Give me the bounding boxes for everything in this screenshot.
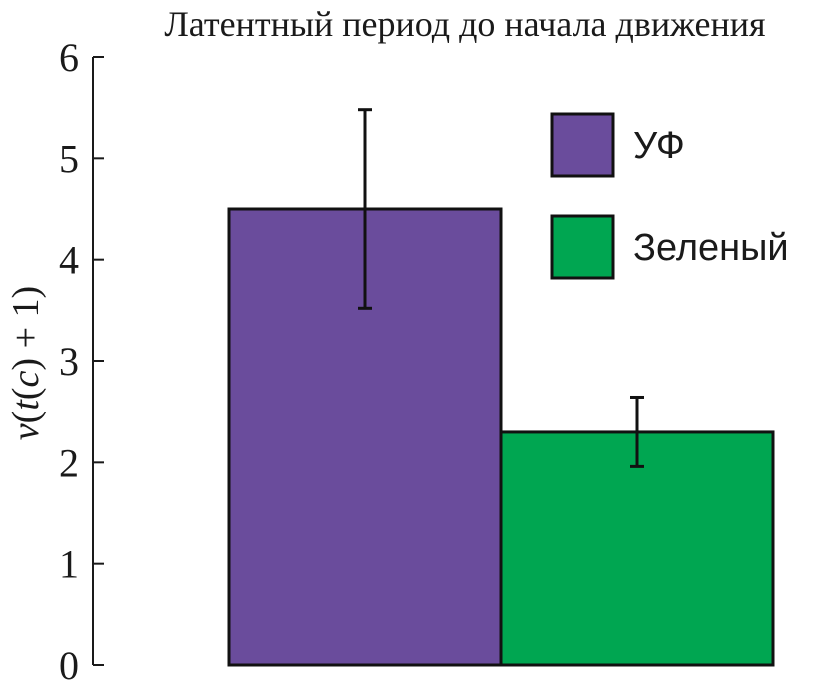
y-tick-label: 5 [59,136,79,181]
bars-group [227,207,775,667]
legend-swatch-1 [550,214,615,280]
y-tick-label: 6 [59,35,79,80]
legend-label-1: Зеленый [633,227,789,269]
y-tick-label: 1 [59,542,79,587]
legend-label-0: УФ [633,125,685,167]
y-label-part: ( [5,411,47,424]
y-axis: 0 1 2 3 4 5 6 [59,35,104,688]
y-tick-label: 2 [59,440,79,485]
y-label-part: c [5,370,47,387]
y-tick-label: 0 [59,643,79,688]
y-label-part: t [5,399,47,411]
legend: УФ Зеленый [550,112,789,280]
error-bars-group [358,108,644,468]
y-tick-label: 4 [59,238,79,283]
y-axis-label: v(t(c) + 1) [5,286,47,440]
legend-swatch-0 [550,112,615,178]
y-label-part: v [5,423,47,440]
y-tick-label: 3 [59,339,79,384]
chart-title: Латентный период до начала движения [164,4,765,44]
bar-1 [499,430,775,667]
y-label-part: ) + 1) [5,286,47,371]
y-label-part: ( [5,387,47,400]
